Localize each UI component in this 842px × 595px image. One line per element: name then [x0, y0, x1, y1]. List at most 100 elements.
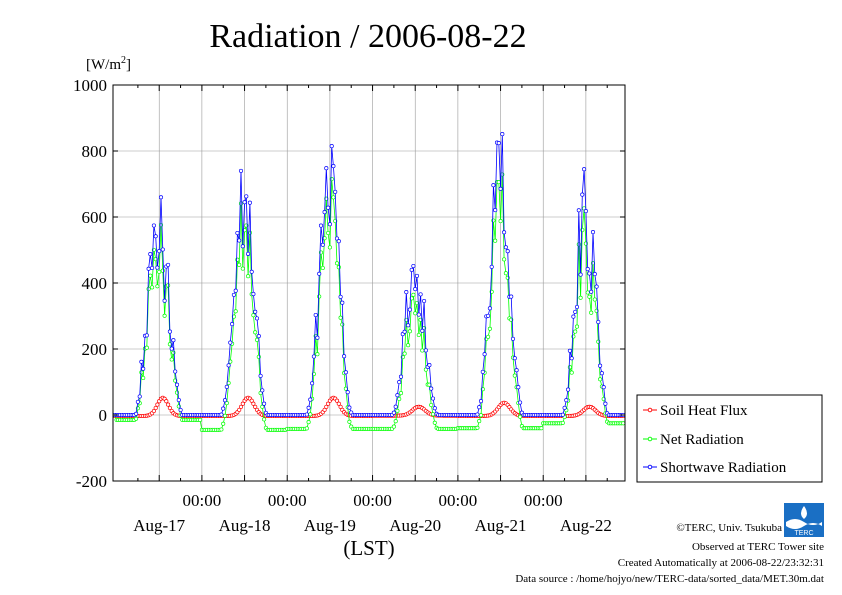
data-point [427, 363, 432, 368]
data-point [413, 311, 418, 316]
data-point [315, 352, 320, 357]
data-point [334, 398, 340, 403]
data-point [144, 333, 149, 338]
data-point [244, 194, 249, 199]
data-point [240, 244, 245, 249]
data-point [135, 399, 140, 404]
data-point [253, 330, 258, 335]
legend-item-shortwave-radiation: Shortwave Radiation [643, 460, 787, 476]
data-point [164, 399, 169, 404]
data-point [240, 401, 245, 406]
data-point [219, 412, 224, 417]
data-point [336, 239, 341, 244]
data-point [176, 397, 181, 403]
data-point [324, 166, 329, 171]
data-point [322, 210, 327, 215]
data-point [487, 326, 492, 331]
data-point [320, 242, 325, 247]
y-tick-label: 800 [82, 142, 108, 161]
data-point [573, 329, 578, 334]
data-point [560, 412, 565, 417]
data-point [592, 272, 597, 277]
data-point [393, 404, 398, 409]
data-point [397, 396, 402, 402]
data-point [418, 292, 423, 297]
data-point [567, 348, 572, 353]
data-point [480, 369, 485, 374]
data-point [404, 290, 409, 295]
legend-label-shortwave-radiation: Shortwave Radiation [660, 460, 787, 476]
data-point [144, 345, 149, 350]
data-point [594, 284, 599, 289]
data-point [516, 385, 521, 390]
data-point [502, 230, 507, 235]
data-point [171, 338, 176, 343]
data-point [486, 313, 491, 318]
data-point [571, 314, 576, 319]
x-tick-label-time: 00:00 [439, 491, 478, 510]
data-point [478, 399, 484, 404]
data-point [304, 426, 309, 431]
data-point [221, 421, 226, 426]
y-tick-label: 200 [82, 340, 108, 359]
data-point [580, 192, 585, 197]
data-point [487, 306, 492, 311]
data-point [174, 382, 180, 387]
data-point [242, 200, 247, 205]
data-point [583, 209, 588, 214]
data-point [486, 334, 491, 339]
y-tick-label: 0 [99, 406, 108, 425]
data-point [582, 167, 587, 172]
data-point [171, 350, 176, 355]
data-point [134, 416, 139, 421]
data-point [320, 265, 325, 271]
y-axis-unit-label: [W/m2] [86, 55, 131, 73]
data-point [493, 238, 498, 243]
data-point [253, 309, 258, 314]
data-point [222, 413, 228, 418]
data-point [498, 219, 503, 224]
data-point [162, 313, 167, 318]
data-point [219, 427, 224, 432]
data-point [413, 287, 418, 292]
data-point [430, 412, 436, 417]
series-line-net-radiation [114, 174, 624, 431]
x-tick-label-day: Aug-21 [475, 516, 527, 535]
series-layer [112, 132, 626, 432]
data-point [347, 405, 352, 410]
x-tick-label-day: Aug-19 [304, 516, 356, 535]
data-point [253, 404, 258, 409]
data-point [141, 375, 146, 381]
data-point [322, 407, 327, 412]
data-point [317, 294, 322, 299]
data-point [491, 183, 496, 188]
data-point [256, 334, 261, 339]
data-point [429, 386, 434, 391]
data-point [150, 285, 155, 290]
data-point [391, 424, 396, 429]
data-point [569, 356, 574, 361]
data-point [482, 352, 487, 357]
data-point [260, 388, 265, 393]
x-tick-label-day: Aug-20 [389, 516, 441, 535]
data-point [589, 310, 594, 315]
x-tick-label-time: 00:00 [183, 491, 222, 510]
data-point [153, 234, 158, 239]
data-point [162, 298, 167, 303]
data-point [221, 406, 226, 411]
y-tick-label: 1000 [73, 76, 107, 95]
data-point [580, 227, 585, 233]
data-point [409, 267, 414, 272]
data-point [315, 335, 320, 340]
data-point [416, 312, 421, 317]
data-point [134, 411, 139, 416]
data-point [512, 373, 517, 378]
data-point [502, 257, 507, 262]
created-text: Created Automatically at 2006-08-22/23:3… [618, 557, 824, 569]
data-point [539, 426, 544, 431]
data-point [509, 294, 514, 299]
data-point [155, 402, 160, 407]
data-source-text: Data source : /home/hojyo/new/TERC-data/… [515, 573, 824, 585]
chart-title: Radiation / 2006-08-22 [209, 18, 526, 55]
